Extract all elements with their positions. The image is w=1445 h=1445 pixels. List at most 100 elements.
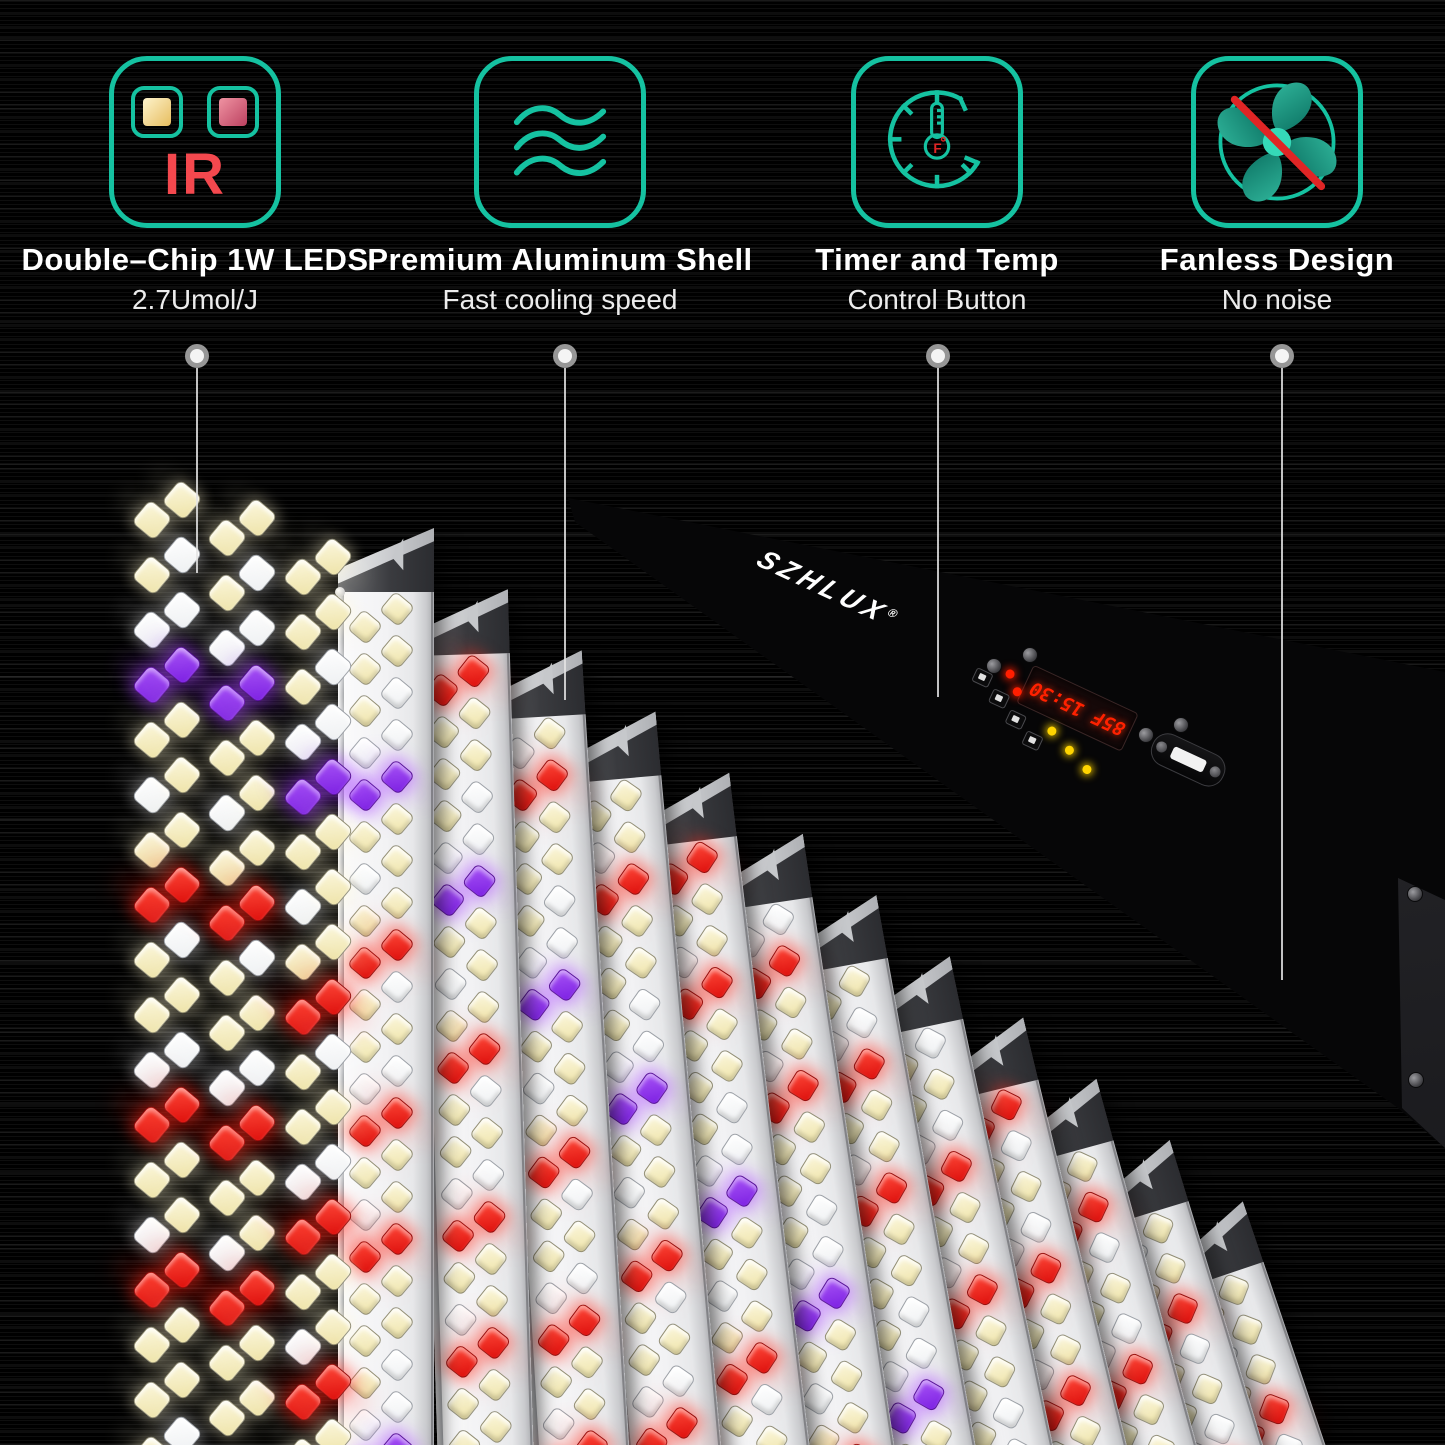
led-chip-warm	[888, 1252, 925, 1289]
led-chip-red	[873, 1170, 910, 1206]
feature-subtitle: No noise	[1221, 284, 1333, 315]
led-chip-warm	[568, 1344, 606, 1381]
led-chip-purple	[429, 881, 467, 919]
led-chip-warm	[473, 1282, 511, 1320]
ir-led-glyph	[207, 86, 259, 138]
led-chip-red	[1058, 1373, 1093, 1409]
led-chip-warm	[611, 819, 648, 856]
led-chip-cool	[1270, 1432, 1305, 1445]
led-chip-cool	[563, 1260, 601, 1297]
led-chip-warm	[378, 884, 416, 922]
led-chip-warm	[346, 692, 384, 730]
led-chip-warm	[834, 1399, 871, 1436]
led-chip-warm	[858, 1087, 895, 1124]
led-chip-warm	[1008, 1169, 1044, 1204]
led-chip-red	[434, 1049, 472, 1087]
led-chip-warm	[709, 1047, 746, 1084]
led-chip-warm	[477, 1408, 515, 1445]
panel-button-3	[1004, 709, 1028, 731]
callout-dot	[1270, 344, 1294, 368]
led-chip-cool	[378, 1346, 416, 1384]
led-chip-cool	[626, 986, 663, 1023]
led-chip-cool	[999, 1436, 1035, 1445]
led-chip-cool	[990, 1395, 1026, 1431]
led-chip-cool	[346, 1070, 384, 1108]
led-chip-warm	[947, 1189, 983, 1226]
led-chip-warm	[538, 840, 576, 878]
led-chip-cool	[760, 901, 797, 938]
led-chip-cool	[629, 1383, 667, 1420]
led-chip-warm	[346, 1280, 384, 1318]
led-chip-red	[964, 1272, 1000, 1308]
led-chip-warm	[619, 902, 656, 940]
feature-title: Premium Aluminum Shell	[367, 242, 753, 277]
led-chip-warm	[805, 1422, 842, 1445]
led-chip-warm	[346, 1028, 384, 1066]
led-chip-warm	[456, 694, 493, 732]
led-chip-red	[1120, 1351, 1155, 1387]
led-chip-red	[346, 944, 384, 982]
led-chip-warm	[476, 1366, 513, 1404]
led-chip-red	[684, 839, 721, 876]
led-chip-glyphs	[131, 86, 259, 138]
led-chip-warm	[462, 904, 500, 942]
led-chip-red	[988, 1087, 1024, 1123]
led-chip-red	[1076, 1189, 1111, 1225]
led-chip-cool	[1109, 1311, 1144, 1346]
led-chip-warm	[607, 1132, 644, 1169]
led-chip-warm	[378, 842, 416, 880]
callout-line	[196, 368, 198, 573]
led-chip-cool	[748, 1381, 785, 1418]
led-chip-red	[766, 943, 803, 979]
led-chip-red	[743, 1339, 780, 1376]
led-chip-warm	[378, 590, 416, 628]
feature-subtitle: Fast cooling speed	[442, 284, 678, 315]
led-chip-warm	[772, 984, 809, 1021]
feature-title: Fanless Design	[1159, 242, 1395, 277]
led-chip-warm	[378, 1262, 416, 1300]
led-chip-warm	[694, 922, 731, 959]
led-chip-warm	[536, 799, 573, 836]
led-chip-purple	[461, 862, 498, 900]
led-chip-warm	[346, 1154, 384, 1192]
led-chip-warm	[982, 1354, 1018, 1390]
led-chip-purple	[346, 776, 384, 814]
led-chip-red	[556, 1134, 593, 1171]
led-chip-cool	[378, 1388, 416, 1426]
led-chip-warm	[645, 1195, 682, 1232]
led-chip-cool	[460, 820, 497, 858]
led-chip-warm	[1230, 1312, 1265, 1347]
led-chip-warm	[918, 1418, 954, 1445]
led-chip-cool	[998, 1128, 1034, 1164]
feature-subtitle: 2.7Umol/J	[131, 284, 259, 315]
led-chip-warm	[465, 988, 502, 1026]
led-chip-cool	[467, 1072, 505, 1110]
led-chip-cool	[540, 1405, 577, 1443]
power-switch-knob	[1169, 745, 1208, 773]
screw	[1138, 727, 1154, 743]
led-chip-warm	[791, 1109, 828, 1145]
led-chip-cool	[1018, 1209, 1054, 1245]
led-chip-warm	[1243, 1352, 1278, 1387]
led-chip-warm	[779, 1026, 815, 1062]
led-chip-red	[475, 1324, 512, 1362]
led-chip-warm	[531, 715, 568, 752]
led-chip-warm	[866, 1128, 902, 1165]
led-chip-red	[633, 1425, 670, 1445]
led-chip-cool	[543, 924, 581, 962]
led-chip-warm	[973, 1313, 1009, 1349]
led-chip-warm	[738, 1298, 775, 1335]
led-chip-warm	[719, 1403, 756, 1440]
led-chip-red	[346, 1238, 384, 1276]
led-chip-warm	[444, 1385, 482, 1423]
led-chip-warm	[472, 1240, 510, 1278]
led-chip-cool	[912, 1025, 949, 1061]
led-chip-warm	[378, 1304, 416, 1342]
led-chip-cool	[803, 1192, 840, 1229]
screw	[1022, 647, 1038, 663]
led-chip-cool	[1177, 1331, 1212, 1366]
ir-label: IR	[164, 142, 226, 207]
led-chip-warm	[641, 1153, 678, 1191]
led-chip-warm	[437, 1133, 474, 1171]
led-chip-warm	[704, 1006, 741, 1043]
